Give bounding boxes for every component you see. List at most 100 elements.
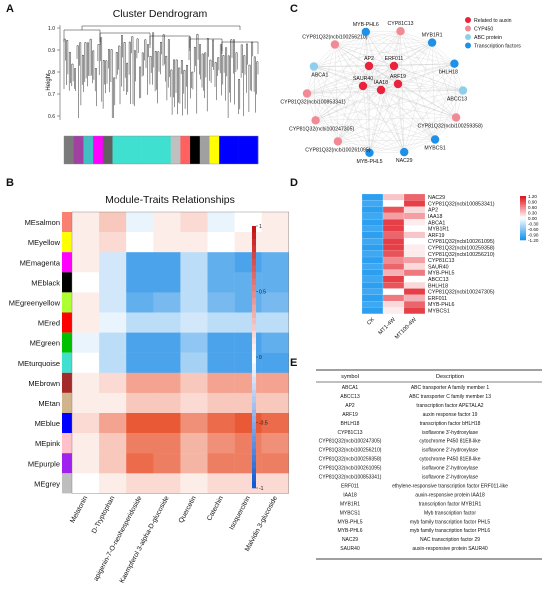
table-cell-description: myb family transcription factor PHL6 <box>410 528 491 534</box>
network-legend-label: CYP450 <box>474 27 493 33</box>
module-swatch <box>62 453 72 474</box>
network-legend-swatch <box>465 42 471 49</box>
trait-correlation-cell <box>126 252 154 273</box>
module-label: MEbrown <box>28 379 60 388</box>
expression-legend-step <box>520 223 526 226</box>
trait-label: Isoquercitrin <box>228 495 252 531</box>
trait-correlation-cell <box>72 292 100 313</box>
module-label: MEturquoise <box>18 359 60 368</box>
legend-gradient-step <box>252 402 256 410</box>
network-edge <box>393 65 464 91</box>
expression-cell <box>361 301 384 308</box>
legend-gradient-step <box>252 265 256 273</box>
network-edge <box>306 93 436 140</box>
network-edge <box>337 89 382 142</box>
module-swatch <box>62 372 72 393</box>
dendrogram-title: Cluster Dendrogram <box>113 8 208 20</box>
legend-gradient-step <box>252 317 256 325</box>
trait-correlation-cell <box>126 372 154 394</box>
network-node-label: ABCC13 <box>447 97 467 103</box>
trait-correlation-cell <box>126 292 154 313</box>
legend-gradient-step <box>252 363 256 371</box>
network-edge <box>362 85 370 153</box>
trait-correlation-cell <box>72 332 100 353</box>
legend-gradient-step <box>252 415 256 423</box>
trait-correlation-cell <box>99 232 127 253</box>
trait-correlation-cell <box>126 312 154 333</box>
network-edge <box>380 89 436 140</box>
network-node <box>333 137 343 146</box>
expression-gene-label: CYP81C13 <box>428 258 455 264</box>
module-label: MEpurple <box>28 459 60 468</box>
expression-legend-step <box>520 230 526 233</box>
trait-correlation-cell <box>153 272 181 293</box>
network-edge <box>313 66 370 153</box>
trait-correlation-cell <box>99 372 127 394</box>
network-edge <box>368 42 433 67</box>
expression-cell <box>361 307 384 314</box>
table-cell-description: isoflavone 3'-hydroxylase <box>422 430 478 436</box>
expression-cell <box>403 269 426 277</box>
dendrogram-y-ticks: 1.0 0.9 0.8 0.7 0.6 <box>48 26 60 120</box>
trait-correlation-cell <box>153 212 181 233</box>
trait-correlation-cell <box>126 332 154 353</box>
expression-cell <box>361 250 384 258</box>
table-cell-description: transcription factor APETALA2 <box>416 403 483 409</box>
network-edge <box>369 65 395 153</box>
network-node <box>364 61 374 71</box>
module-swatch <box>62 392 72 413</box>
network-edge <box>313 66 316 121</box>
module-swatch <box>62 413 72 434</box>
expression-legend-label: -1.20 <box>528 238 539 243</box>
expression-legend-step <box>520 238 526 241</box>
network-edge <box>334 44 455 64</box>
network-edge <box>334 44 382 91</box>
module-label: MEyellow <box>28 238 61 247</box>
network-edge <box>313 66 399 85</box>
table-cell-description: ABC transporter C family member 13 <box>409 394 491 400</box>
legend-gradient-step <box>252 324 256 332</box>
expression-legend-step <box>520 199 526 202</box>
expression-cell <box>361 263 384 270</box>
network-legend-label: ABC protein <box>474 35 502 41</box>
network-edge <box>368 65 382 91</box>
legend-gradient-step <box>252 409 256 417</box>
module-color-bar-frame <box>63 135 259 165</box>
network-edge <box>362 63 455 87</box>
legend-tick-label: -1 <box>259 486 264 492</box>
trait-correlation-cell <box>72 413 100 434</box>
expression-cell <box>361 206 384 214</box>
table-cell-description: auxin-responsive protein SAUR40 <box>412 546 488 552</box>
expression-legend-step <box>520 197 526 200</box>
legend-gradient-step <box>252 383 256 391</box>
network-edge <box>306 85 364 94</box>
panel-c: C CYP81C13 MYB1R1 bHLH18 ABCC13 CYP81Q32(ncb… <box>280 3 521 165</box>
trait-correlation-cell <box>153 252 181 273</box>
network-node <box>400 147 409 157</box>
network-edge <box>313 66 464 91</box>
network-node <box>365 148 374 157</box>
trait-correlation-cell <box>126 232 154 253</box>
expression-cell <box>403 301 426 308</box>
network-edge <box>315 120 338 142</box>
trait-correlation-cell <box>261 372 289 394</box>
module-color-bar <box>63 135 259 165</box>
module-swatch <box>62 292 72 313</box>
table-cell-symbol: IAA18 <box>343 492 357 498</box>
network-edge <box>306 65 395 94</box>
trait-correlation-cell <box>72 453 100 474</box>
network-edge <box>362 31 366 87</box>
module-label: MEtan <box>38 399 60 408</box>
network-edge <box>362 85 436 140</box>
expression-legend-label: 1.20 <box>528 194 537 199</box>
dendrogram-tree <box>63 25 259 118</box>
trait-correlation-cell <box>207 312 235 333</box>
panel-c-letter: C <box>290 3 298 15</box>
network-edge <box>365 31 401 33</box>
trait-correlation-cell <box>180 332 208 353</box>
expression-cell <box>403 219 426 226</box>
network-edge <box>368 65 457 118</box>
network-edge <box>454 63 464 91</box>
trait-correlation-cell <box>180 473 208 494</box>
